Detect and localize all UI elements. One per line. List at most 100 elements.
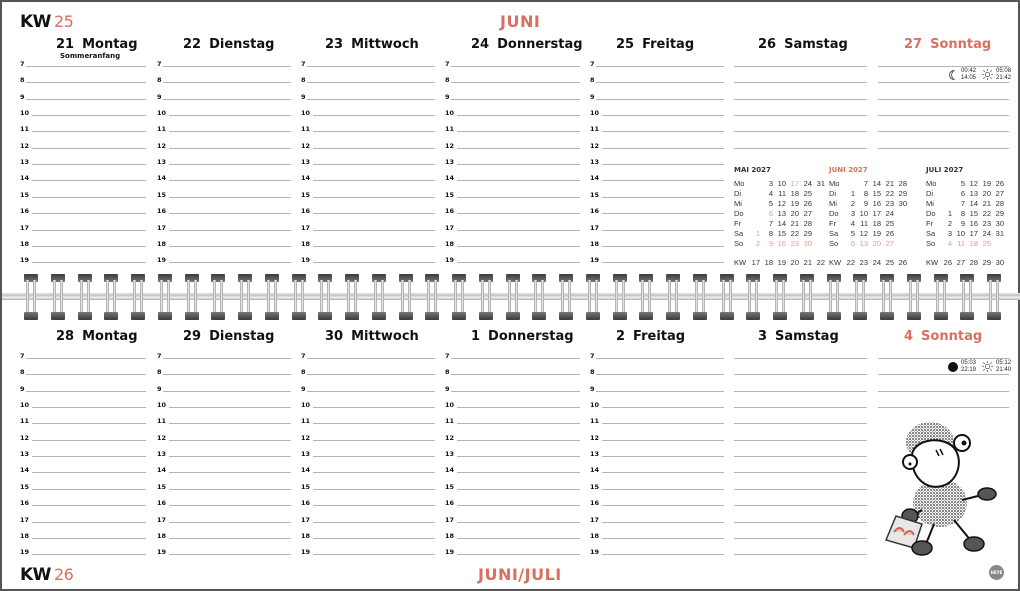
time-slot-line[interactable] — [878, 147, 1009, 149]
time-slot-line[interactable]: 7 — [301, 61, 435, 68]
time-slot-line[interactable]: 14 — [157, 467, 291, 474]
time-slot-line[interactable]: 7 — [301, 353, 435, 360]
time-slot-line[interactable]: 10 — [20, 110, 146, 117]
time-slot-line[interactable]: 16 — [157, 500, 291, 507]
time-slot-line[interactable]: 10 — [590, 402, 724, 409]
time-slot-line[interactable]: 9 — [445, 94, 580, 101]
time-slot-line[interactable] — [734, 81, 867, 83]
time-slot-line[interactable]: 9 — [445, 386, 580, 393]
time-slot-line[interactable]: 7 — [590, 353, 724, 360]
time-slot-line[interactable] — [734, 373, 867, 375]
time-slot-line[interactable]: 14 — [301, 467, 435, 474]
time-slot-line[interactable]: 10 — [445, 110, 580, 117]
time-slot-line[interactable]: 13 — [590, 159, 724, 166]
time-slot-line[interactable]: 19 — [157, 549, 291, 556]
time-slot-line[interactable]: 17 — [20, 225, 146, 232]
time-slot-line[interactable]: 10 — [157, 110, 291, 117]
time-slot-line[interactable]: 7 — [20, 353, 146, 360]
time-slot-line[interactable]: 9 — [20, 386, 146, 393]
time-slot-line[interactable]: 8 — [157, 369, 291, 376]
time-slot-line[interactable] — [734, 537, 867, 539]
time-slot-line[interactable]: 17 — [590, 225, 724, 232]
time-slot-line[interactable]: 15 — [157, 192, 291, 199]
time-slot-line[interactable]: 14 — [590, 467, 724, 474]
time-slot-line[interactable]: 19 — [20, 257, 146, 264]
time-slot-line[interactable]: 19 — [301, 549, 435, 556]
time-slot-line[interactable]: 17 — [20, 517, 146, 524]
time-slot-line[interactable] — [878, 390, 1009, 392]
time-slot-line[interactable]: 8 — [301, 369, 435, 376]
time-slot-line[interactable]: 12 — [20, 143, 146, 150]
time-slot-line[interactable]: 16 — [20, 500, 146, 507]
time-slot-line[interactable]: 17 — [445, 225, 580, 232]
time-slot-line[interactable]: 16 — [20, 208, 146, 215]
time-slot-line[interactable] — [734, 488, 867, 490]
time-slot-line[interactable]: 10 — [20, 402, 146, 409]
time-slot-line[interactable]: 10 — [445, 402, 580, 409]
time-slot-line[interactable]: 16 — [590, 500, 724, 507]
time-slot-line[interactable]: 13 — [157, 159, 291, 166]
time-slot-line[interactable]: 8 — [445, 369, 580, 376]
time-slot-line[interactable]: 17 — [301, 225, 435, 232]
time-slot-line[interactable] — [734, 147, 867, 149]
time-slot-line[interactable]: 11 — [590, 126, 724, 133]
time-slot-line[interactable]: 15 — [157, 484, 291, 491]
time-slot-line[interactable]: 13 — [590, 451, 724, 458]
time-slot-line[interactable]: 15 — [20, 192, 146, 199]
time-slot-line[interactable]: 8 — [157, 77, 291, 84]
time-slot-line[interactable] — [878, 65, 1009, 67]
time-slot-line[interactable]: 12 — [157, 435, 291, 442]
time-slot-line[interactable]: 15 — [590, 484, 724, 491]
time-slot-line[interactable]: 11 — [157, 418, 291, 425]
time-slot-line[interactable]: 9 — [20, 94, 146, 101]
time-slot-line[interactable]: 18 — [20, 241, 146, 248]
time-slot-line[interactable]: 12 — [445, 435, 580, 442]
time-slot-line[interactable]: 12 — [590, 435, 724, 442]
time-slot-line[interactable] — [734, 114, 867, 116]
time-slot-line[interactable]: 7 — [445, 61, 580, 68]
time-slot-line[interactable]: 16 — [590, 208, 724, 215]
time-slot-line[interactable]: 8 — [590, 369, 724, 376]
time-slot-line[interactable]: 7 — [20, 61, 146, 68]
time-slot-line[interactable]: 19 — [445, 549, 580, 556]
time-slot-line[interactable]: 15 — [445, 192, 580, 199]
time-slot-line[interactable] — [878, 406, 1009, 408]
time-slot-line[interactable]: 14 — [20, 175, 146, 182]
time-slot-line[interactable]: 10 — [590, 110, 724, 117]
time-slot-line[interactable]: 11 — [590, 418, 724, 425]
time-slot-line[interactable]: 9 — [301, 94, 435, 101]
time-slot-line[interactable]: 19 — [157, 257, 291, 264]
time-slot-line[interactable]: 19 — [301, 257, 435, 264]
time-slot-line[interactable]: 13 — [301, 451, 435, 458]
time-slot-line[interactable]: 7 — [157, 61, 291, 68]
time-slot-line[interactable]: 12 — [590, 143, 724, 150]
time-slot-line[interactable]: 8 — [590, 77, 724, 84]
time-slot-line[interactable]: 10 — [301, 110, 435, 117]
time-slot-line[interactable]: 12 — [301, 435, 435, 442]
time-slot-line[interactable]: 13 — [20, 451, 146, 458]
time-slot-line[interactable]: 11 — [301, 418, 435, 425]
time-slot-line[interactable]: 13 — [445, 451, 580, 458]
time-slot-line[interactable] — [734, 504, 867, 506]
time-slot-line[interactable]: 17 — [590, 517, 724, 524]
time-slot-line[interactable] — [734, 65, 867, 67]
time-slot-line[interactable]: 16 — [445, 500, 580, 507]
time-slot-line[interactable]: 19 — [20, 549, 146, 556]
time-slot-line[interactable]: 12 — [20, 435, 146, 442]
time-slot-line[interactable]: 16 — [301, 500, 435, 507]
time-slot-line[interactable]: 14 — [590, 175, 724, 182]
time-slot-line[interactable] — [734, 521, 867, 523]
time-slot-line[interactable] — [734, 439, 867, 441]
time-slot-line[interactable]: 15 — [20, 484, 146, 491]
time-slot-line[interactable]: 8 — [445, 77, 580, 84]
time-slot-line[interactable]: 17 — [157, 225, 291, 232]
time-slot-line[interactable]: 17 — [301, 517, 435, 524]
time-slot-line[interactable] — [734, 471, 867, 473]
time-slot-line[interactable]: 9 — [590, 94, 724, 101]
time-slot-line[interactable]: 14 — [157, 175, 291, 182]
time-slot-line[interactable]: 11 — [20, 126, 146, 133]
time-slot-line[interactable]: 15 — [590, 192, 724, 199]
time-slot-line[interactable]: 17 — [157, 517, 291, 524]
time-slot-line[interactable]: 7 — [157, 353, 291, 360]
time-slot-line[interactable]: 19 — [445, 257, 580, 264]
